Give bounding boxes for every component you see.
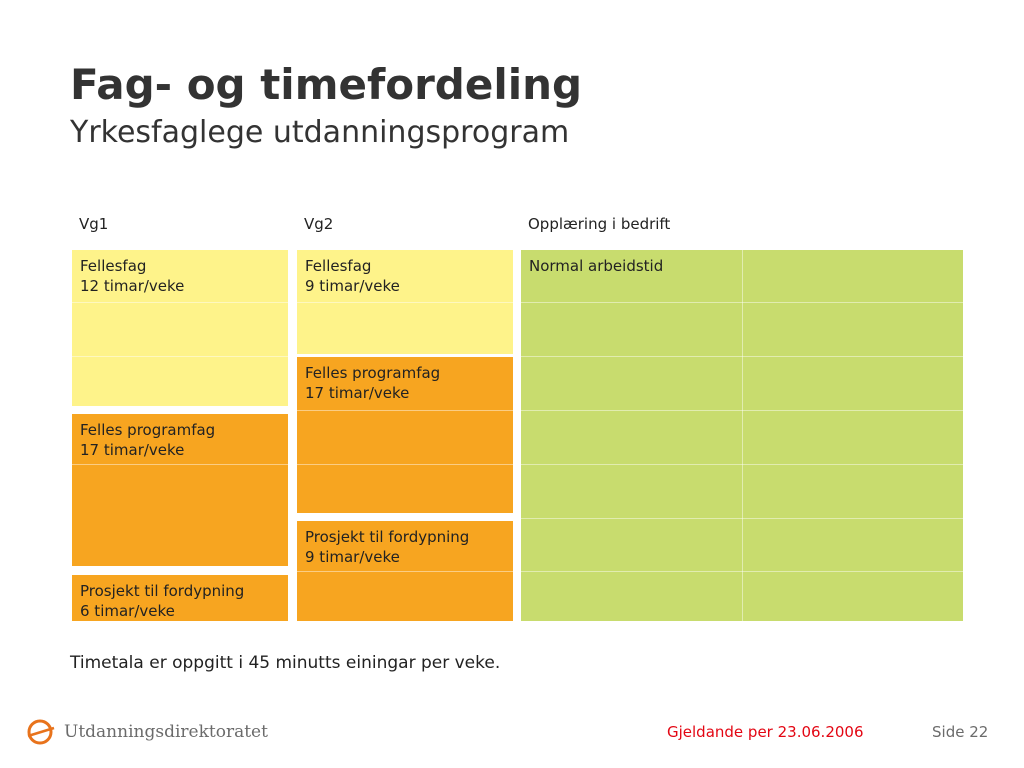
- grid-line: [521, 518, 963, 519]
- block-hours: 6 timar/veke: [80, 602, 175, 620]
- footer-date: Gjeldande per 23.06.2006: [667, 723, 864, 741]
- vg2-prosjekt-block: Prosjekt til fordypning 9 timar/veke: [297, 521, 513, 621]
- grid-line: [521, 356, 963, 357]
- logo-text: Utdanningsdirektoratet: [64, 722, 268, 742]
- vg2-programfag-block: Felles programfag 17 timar/veke: [297, 357, 513, 513]
- block-hours: 17 timar/veke: [305, 384, 410, 402]
- column-header-vg1: Vg1: [79, 215, 109, 233]
- column-header-bedrift: Opplæring i bedrift: [528, 215, 671, 233]
- bedrift-block: Normal arbeidstid: [521, 250, 963, 621]
- page-subtitle: Yrkesfaglege utdanningsprogram: [70, 115, 570, 150]
- logo: Utdanningsdirektoratet: [26, 716, 268, 748]
- vg2-fellesfag-block: Fellesfag 9 timar/veke: [297, 250, 513, 354]
- grid-line: [297, 518, 513, 519]
- block-label: Felles programfag: [80, 421, 216, 439]
- block-label: Fellesfag: [80, 257, 147, 275]
- vg1-fellesfag-block: Fellesfag 12 timar/veke: [72, 250, 288, 406]
- block-label: Felles programfag: [305, 364, 441, 382]
- page-number: Side 22: [932, 723, 989, 741]
- block-hours: 9 timar/veke: [305, 277, 400, 295]
- grid-line: [72, 302, 963, 303]
- logo-icon: [27, 719, 55, 745]
- block-hours: 12 timar/veke: [80, 277, 185, 295]
- block-label: Prosjekt til fordypning: [305, 528, 470, 546]
- footnote: Timetala er oppgitt i 45 minutts eininga…: [70, 653, 501, 673]
- vg1-programfag-block: Felles programfag 17 timar/veke: [72, 414, 288, 566]
- block-hours: 9 timar/veke: [305, 548, 400, 566]
- block-label: Prosjekt til fordypning: [80, 582, 245, 600]
- block-label: Normal arbeidstid: [529, 257, 664, 275]
- grid-line: [72, 410, 963, 411]
- grid-line: [72, 464, 963, 465]
- grid-line: [72, 571, 963, 572]
- vg1-prosjekt-block: Prosjekt til fordypning 6 timar/veke: [72, 575, 288, 621]
- page-title: Fag- og timefordeling: [70, 60, 583, 109]
- grid-line: [72, 356, 288, 357]
- grid-line: [742, 250, 743, 621]
- block-label: Fellesfag: [305, 257, 372, 275]
- block-hours: 17 timar/veke: [80, 441, 185, 459]
- column-header-vg2: Vg2: [304, 215, 334, 233]
